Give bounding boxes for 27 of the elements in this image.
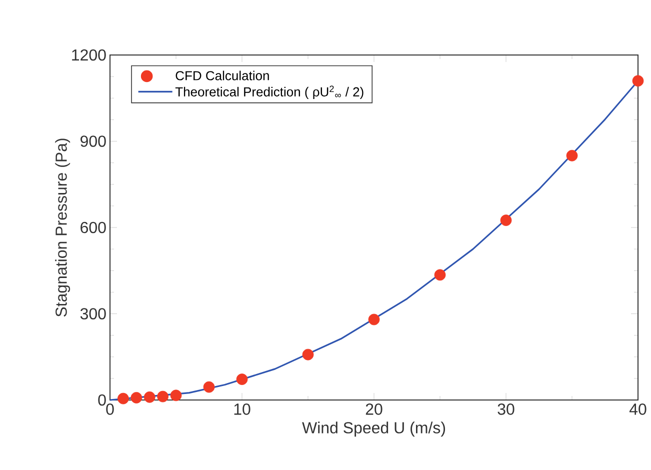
y-tick-label: 600 [80, 222, 106, 234]
point [236, 374, 248, 385]
legend-label: Theoretical Prediction ( ρU$^{2}$$_{∞}$ / 2) [175, 86, 364, 100]
point [170, 390, 182, 402]
x-tick-label: 30 [498, 404, 514, 415]
x-tick-label: 0 [106, 404, 114, 415]
y-tick-label: 0 [98, 394, 106, 406]
point [203, 381, 215, 393]
y-tick-label: 300 [80, 308, 106, 320]
point [566, 150, 578, 162]
point [130, 392, 142, 404]
point [144, 391, 156, 403]
point [302, 348, 314, 360]
point [118, 392, 129, 404]
point [434, 269, 446, 281]
x-tick-label: 10 [234, 404, 250, 415]
legend-label: CFD Calculation [176, 70, 269, 80]
point [632, 75, 644, 87]
y-tick-label: 1200 [72, 49, 106, 61]
point [157, 390, 168, 402]
x-tick-label: 20 [366, 404, 382, 415]
point [500, 214, 512, 226]
point [368, 314, 380, 326]
x-axis-title: Wind Speed U (m/s) [302, 422, 446, 437]
y-axis-title: Stagnation Pressure (Pa) [55, 138, 70, 317]
y-tick-label: 900 [80, 136, 106, 147]
x-tick-label: 40 [629, 404, 646, 415]
